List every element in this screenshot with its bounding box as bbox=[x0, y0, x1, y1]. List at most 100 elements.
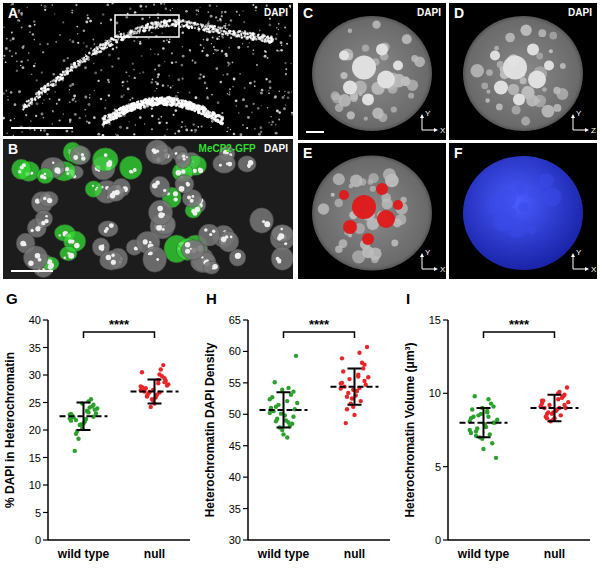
cell-dot bbox=[10, 119, 12, 121]
cell-dot bbox=[211, 120, 214, 123]
cell-dot bbox=[281, 45, 283, 47]
chromocenter bbox=[18, 170, 21, 173]
cell-dot bbox=[254, 81, 256, 83]
cell-dot bbox=[198, 77, 201, 80]
cell-dot bbox=[284, 91, 286, 93]
cell-dot bbox=[40, 129, 42, 131]
cell-dot bbox=[149, 17, 151, 19]
cell-dot bbox=[7, 99, 9, 101]
layer-dot bbox=[244, 35, 246, 37]
cell-dot bbox=[18, 90, 21, 93]
cell-dot bbox=[12, 37, 15, 40]
cell-dot bbox=[107, 79, 109, 81]
layer-dot bbox=[154, 21, 157, 24]
dg-dot bbox=[184, 101, 186, 103]
layer-dot bbox=[201, 27, 202, 28]
cell-dot bbox=[158, 64, 161, 67]
cell-dot bbox=[69, 89, 70, 90]
dg-dot bbox=[109, 117, 112, 120]
dg-dot bbox=[137, 103, 140, 106]
cell-dot bbox=[11, 55, 13, 57]
chromocenter bbox=[74, 243, 80, 249]
layer-dot bbox=[121, 39, 123, 41]
dg-dot bbox=[150, 103, 152, 105]
cell-dot bbox=[102, 13, 104, 15]
cell-dot bbox=[234, 79, 235, 80]
nucleus bbox=[271, 247, 293, 271]
cell-dot bbox=[162, 84, 165, 87]
cell-dot bbox=[35, 115, 37, 117]
dg-dot bbox=[152, 97, 154, 99]
layer-dot bbox=[134, 31, 136, 33]
cell-dot bbox=[230, 37, 232, 39]
cell-dot bbox=[67, 57, 69, 59]
layer-dot bbox=[194, 22, 197, 25]
cell-dot bbox=[157, 17, 159, 19]
image-panel: BDAPIMeCP2-GFP bbox=[3, 139, 295, 279]
cell-dot bbox=[192, 123, 195, 126]
dg-dot bbox=[118, 114, 121, 117]
cell-dot bbox=[65, 130, 68, 133]
layer-dot bbox=[93, 49, 96, 52]
cell-dot bbox=[41, 71, 43, 73]
cell-dot bbox=[63, 59, 66, 62]
layer-dot bbox=[163, 21, 166, 24]
cell-dot bbox=[87, 17, 89, 19]
dg-dot bbox=[162, 101, 164, 103]
cell-dot bbox=[72, 98, 75, 101]
cell-dot bbox=[227, 93, 228, 94]
cell-dot bbox=[16, 70, 19, 73]
layer-dot bbox=[263, 34, 266, 37]
cell-dot bbox=[29, 31, 31, 33]
cell-dot bbox=[174, 133, 176, 135]
dg-dot bbox=[181, 99, 184, 102]
cell-dot bbox=[131, 97, 133, 99]
dg-dot bbox=[204, 114, 207, 117]
cell-dot bbox=[232, 86, 234, 88]
cell-dot bbox=[111, 3, 113, 4]
cell-dot bbox=[196, 14, 198, 16]
dg-dot bbox=[207, 115, 209, 117]
layer-dot bbox=[33, 98, 36, 101]
layer-dot bbox=[69, 70, 70, 71]
cell-dot bbox=[235, 99, 238, 102]
cell-dot bbox=[286, 43, 288, 45]
cell-dot bbox=[254, 85, 256, 87]
layer-dot bbox=[44, 90, 47, 93]
dg-dot bbox=[153, 104, 155, 106]
cell-dot bbox=[226, 131, 228, 133]
layer-dot bbox=[47, 88, 49, 90]
layer-dot bbox=[271, 38, 274, 41]
cell-dot bbox=[291, 112, 293, 114]
layer-dot bbox=[172, 23, 175, 26]
dg-dot bbox=[161, 99, 163, 101]
layer-dot bbox=[80, 60, 82, 62]
layer-dot bbox=[208, 30, 210, 32]
layer-dot bbox=[250, 32, 252, 34]
cell-dot bbox=[249, 42, 251, 44]
cell-dot bbox=[125, 71, 127, 73]
cell-dot bbox=[161, 121, 162, 122]
layer-dot bbox=[222, 34, 224, 36]
layer-dot bbox=[210, 25, 212, 27]
cell-dot bbox=[238, 112, 239, 113]
cell-dot bbox=[219, 39, 220, 40]
cell-dot bbox=[69, 84, 72, 87]
layer-dot bbox=[117, 38, 119, 40]
layer-dot bbox=[160, 21, 162, 23]
cell-dot bbox=[223, 74, 225, 76]
cell-dot bbox=[224, 11, 227, 14]
layer-dot bbox=[171, 23, 174, 26]
cell-dot bbox=[100, 22, 102, 24]
cell-dot bbox=[93, 116, 96, 119]
cell-dot bbox=[215, 16, 217, 18]
layer-dot bbox=[188, 27, 190, 29]
cell-dot bbox=[104, 107, 106, 109]
chromocenter bbox=[193, 169, 197, 173]
layer-dot bbox=[172, 24, 173, 25]
cell-dot bbox=[84, 95, 87, 98]
chromocenter bbox=[47, 198, 52, 203]
cell-dot bbox=[239, 133, 242, 136]
cell-dot bbox=[260, 92, 261, 93]
cell-dot bbox=[197, 126, 199, 128]
